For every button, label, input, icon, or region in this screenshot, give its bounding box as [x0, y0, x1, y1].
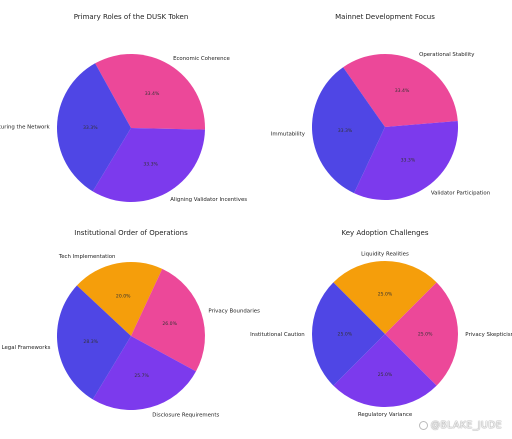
pie-value-label: 33.3% — [401, 158, 416, 164]
pie-category-label: Disclosure Requirements — [152, 412, 219, 418]
chart-title: Institutional Order of Operations — [74, 229, 188, 237]
pie-category-label: Immutability — [271, 132, 306, 138]
pie-value-label: 28.3% — [83, 339, 98, 345]
pie-slice-legal-frameworks — [56, 285, 132, 400]
pie-category-label: Economic Coherence — [173, 56, 230, 62]
pie-category-label: Tech Implementation — [58, 254, 116, 260]
pie-slice-liquidity-realities — [333, 260, 437, 334]
chart-title: Mainnet Development Focus — [335, 13, 435, 21]
pie-value-label: 20.0% — [116, 294, 131, 300]
pie-slice-securing-the-network — [56, 63, 131, 192]
pie-chart-institutional-order-of-operations: Institutional Order of Operations 20.0% Te… — [2, 229, 261, 418]
pie-category-label: Securing the Network — [0, 124, 50, 130]
watermark-text: @BLAKE_JUDE — [430, 420, 502, 431]
pie-value-label: 33.3% — [338, 128, 353, 134]
pie-category-label: Regulatory Variance — [358, 412, 413, 418]
pie-value-label: 25.0% — [378, 291, 393, 297]
pie-value-label: 33.4% — [145, 91, 160, 97]
pie-chart-primary-roles-of-the-dusk-token: Primary Roles of the DUSK Token 33.4% Econ… — [0, 13, 247, 203]
pie-chart-mainnet-development-focus: Mainnet Development Focus 33.4% Operationa… — [271, 13, 490, 201]
pie-category-label: Validator Participation — [431, 191, 490, 197]
watermark: @BLAKE_JUDE — [418, 420, 502, 431]
pie-slice-economic-coherence — [95, 54, 205, 130]
pie-slice-privacy-skepticism — [385, 282, 459, 386]
pie-category-label: Privacy Skepticism — [465, 332, 512, 338]
pie-slice-privacy-boundaries — [131, 268, 205, 372]
pie-slice-aligning-validator-incentives — [92, 128, 205, 203]
pie-category-label: Privacy Boundaries — [208, 308, 260, 314]
pie-slice-disclosure-requirements — [92, 336, 196, 411]
pie-value-label: 25.0% — [418, 332, 433, 338]
pie-value-label: 33.3% — [143, 161, 158, 167]
pie-value-label: 25.0% — [338, 332, 353, 338]
pie-category-label: Operational Stability — [419, 52, 475, 58]
pie-slice-institutional-caution — [311, 282, 385, 386]
circle-logo-icon — [418, 421, 428, 430]
chart-title: Primary Roles of the DUSK Token — [74, 13, 189, 21]
pie-value-label: 33.3% — [83, 125, 98, 131]
pie-slice-operational-stability — [343, 53, 458, 128]
chart-title: Key Adoption Challenges — [341, 229, 428, 237]
pie-category-label: Aligning Validator Incentives — [170, 197, 247, 203]
pie-value-label: 33.4% — [395, 88, 410, 94]
pie-category-label: Legal Frameworks — [2, 345, 51, 351]
pie-slice-validator-participation — [354, 120, 459, 201]
pie-slice-tech-implementation — [76, 261, 163, 336]
pie-value-label: 26.0% — [162, 321, 177, 327]
pie-slice-immutability — [311, 67, 385, 194]
pie-chart-key-adoption-challenges: Key Adoption Challenges 25.0% Liquidity Re… — [250, 229, 512, 418]
pie-value-label: 25.7% — [134, 373, 149, 379]
pie-slice-regulatory-variance — [333, 334, 437, 408]
pie-category-label: Institutional Caution — [250, 332, 305, 338]
pie-value-label: 25.0% — [378, 372, 393, 378]
pie-category-label: Liquidity Realities — [361, 252, 409, 258]
